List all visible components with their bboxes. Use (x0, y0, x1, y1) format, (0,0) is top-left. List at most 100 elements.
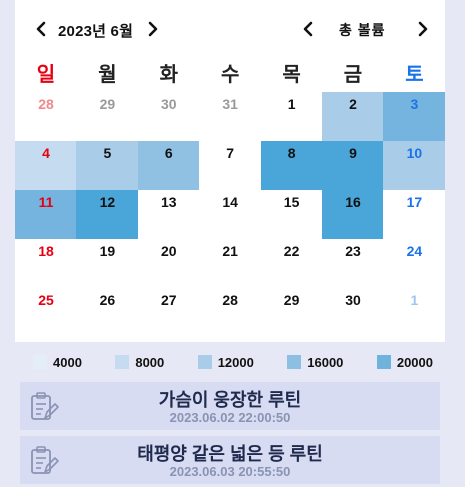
calendar-day[interactable]: 28 (15, 92, 77, 142)
legend-label: 8000 (135, 354, 165, 370)
calendar-day-number: 27 (161, 292, 177, 308)
calendar-day-number: 3 (410, 96, 419, 112)
next-month-button[interactable] (141, 15, 165, 43)
calendar-day-number: 24 (406, 243, 423, 259)
calendar-day[interactable]: 19 (76, 239, 139, 289)
month-label: 2023년 6월 (58, 23, 134, 40)
calendar-day-number: 14 (222, 194, 238, 210)
calendar-day[interactable]: 1 (383, 288, 446, 338)
routine-title: 태평양 같은 넓은 등 루틴 (137, 444, 323, 464)
legend-item: 8000 (115, 355, 164, 370)
calendar-day-number: 1 (410, 292, 419, 308)
calendar-day[interactable]: 14 (199, 190, 262, 240)
clipboard-edit-icon (31, 392, 59, 420)
weekday-label: 토 (405, 64, 424, 86)
calendar-day-number: 17 (406, 194, 423, 210)
calendar-day[interactable]: 6 (137, 141, 200, 191)
clipboard-edit-icon (31, 446, 59, 474)
calendar-day-number: 30 (161, 96, 177, 112)
calendar-day-number: 25 (38, 292, 54, 308)
calendar-day-number: 8 (287, 145, 296, 161)
calendar-day-number: 1 (287, 96, 296, 112)
calendar-day[interactable]: 20 (137, 239, 200, 289)
calendar-day[interactable]: 17 (383, 190, 446, 240)
calendar-day[interactable]: 26 (76, 288, 139, 338)
calendar-day-number: 9 (349, 145, 357, 161)
calendar-day-number: 28 (222, 292, 238, 308)
calendar-day-number: 2 (349, 96, 357, 112)
calendar-day[interactable]: 11 (15, 190, 77, 240)
legend-swatch (376, 355, 391, 369)
weekday-label: 일 (36, 64, 56, 86)
next-metric-button[interactable] (411, 15, 435, 43)
legend-label: 20000 (396, 354, 433, 370)
weekday-label: 화 (159, 64, 178, 86)
calendar-day[interactable]: 30 (137, 92, 200, 142)
calendar-day[interactable]: 5 (76, 141, 139, 191)
calendar-day-number: 29 (99, 96, 116, 112)
calendar-day-number: 6 (164, 145, 173, 161)
calendar-day[interactable]: 29 (76, 92, 139, 142)
volume-legend: 4000 8000 12000 16000 20000 (15, 346, 445, 378)
legend-label: 12000 (217, 354, 254, 370)
calendar-day-number: 21 (222, 243, 238, 259)
legend-item: 4000 (33, 355, 82, 370)
routine-title: 가슴이 웅장한 루틴 (158, 390, 302, 410)
calendar-day[interactable]: 15 (260, 190, 323, 240)
calendar-day[interactable]: 9 (322, 141, 384, 191)
calendar-day-number: 23 (345, 243, 361, 259)
legend-label: 4000 (53, 354, 82, 370)
prev-metric-button[interactable] (296, 15, 320, 43)
calendar-day-number: 26 (99, 292, 116, 308)
routine-item[interactable]: 태평양 같은 넓은 등 루틴 2023.06.03 20:55:50 (20, 436, 440, 484)
calendar-grid: 28 29 30 31 1 2 3 4 5 6 7 8 9 10 11 12 13 14 15 16 17 18 19 20 2… (15, 92, 446, 338)
calendar-day-number: 11 (38, 194, 54, 210)
calendar-day[interactable]: 18 (15, 239, 77, 289)
calendar-day[interactable]: 21 (199, 239, 262, 289)
calendar-day[interactable]: 4 (15, 141, 77, 191)
calendar-day[interactable]: 24 (383, 239, 446, 289)
calendar-day-number: 20 (161, 243, 177, 259)
weekday-label: 목 (282, 64, 301, 86)
calendar-day[interactable]: 29 (260, 288, 323, 338)
calendar-day[interactable]: 1 (260, 92, 323, 142)
calendar-day[interactable]: 16 (322, 190, 384, 240)
calendar-day-number: 5 (103, 145, 112, 161)
legend-item: 20000 (376, 354, 433, 370)
metric-label: 총 볼륨 (339, 22, 386, 38)
weekday-label: 수 (220, 64, 240, 86)
calendar-day-number: 12 (99, 194, 116, 210)
calendar-day[interactable]: 28 (199, 288, 262, 338)
weekday-label: 금 (343, 64, 363, 86)
calendar-day[interactable]: 27 (137, 288, 200, 338)
calendar-day[interactable]: 10 (383, 141, 446, 191)
legend-swatch (197, 355, 212, 369)
calendar-day[interactable]: 23 (322, 239, 384, 289)
calendar-day[interactable]: 31 (199, 92, 262, 142)
calendar-day[interactable]: 8 (260, 141, 323, 191)
weekday-label: 월 (98, 64, 117, 86)
chevron-left-icon (303, 21, 313, 37)
calendar-day-number: 16 (345, 194, 361, 210)
legend-swatch (115, 355, 130, 369)
chevron-right-icon (148, 21, 158, 37)
routine-item[interactable]: 가슴이 웅장한 루틴 2023.06.02 22:00:50 (20, 382, 440, 430)
legend-item: 16000 (287, 355, 343, 370)
legend-label: 16000 (307, 354, 344, 370)
calendar-day-number: 30 (345, 292, 361, 308)
calendar-day[interactable]: 22 (260, 239, 323, 289)
routine-date: 2023.06.02 22:00:50 (169, 410, 291, 425)
calendar-day[interactable]: 13 (137, 190, 200, 240)
calendar-day[interactable]: 12 (76, 190, 139, 240)
calendar-day[interactable]: 30 (322, 288, 384, 338)
calendar-day[interactable]: 2 (322, 92, 384, 142)
prev-month-button[interactable] (29, 15, 53, 43)
calendar-day[interactable]: 25 (15, 288, 77, 338)
chevron-right-icon (418, 21, 428, 37)
calendar-day[interactable]: 7 (199, 141, 262, 191)
routine-date: 2023.06.03 20:55:50 (169, 464, 291, 479)
calendar-day[interactable]: 3 (383, 92, 446, 142)
calendar-day-number: 15 (283, 194, 300, 210)
calendar-day-number: 19 (99, 243, 116, 259)
